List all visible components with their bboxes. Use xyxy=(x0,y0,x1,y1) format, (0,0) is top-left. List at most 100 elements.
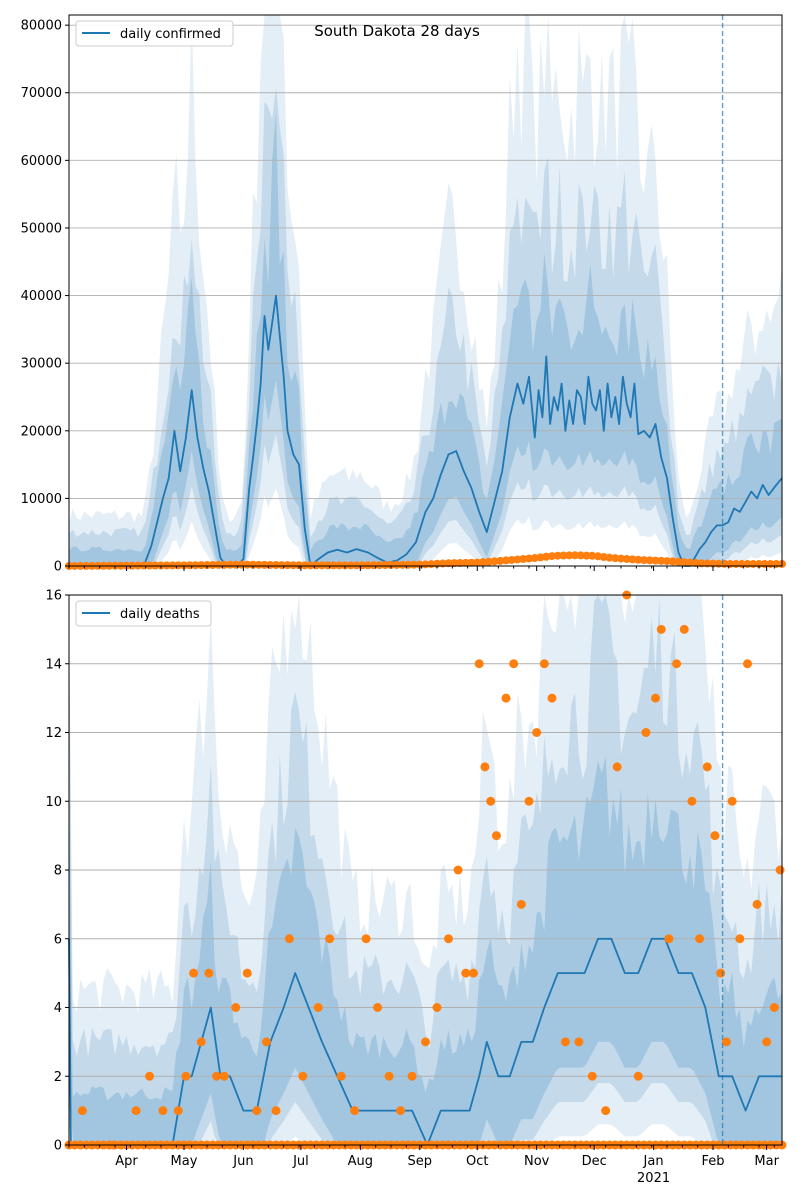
observed-point xyxy=(656,624,666,634)
observed-point xyxy=(664,934,674,944)
observed-point xyxy=(313,1003,323,1012)
main-series-line xyxy=(69,294,783,567)
observed-point xyxy=(438,559,447,568)
observed-point xyxy=(407,1071,417,1081)
observed-point xyxy=(341,561,349,570)
observed-point xyxy=(381,561,390,570)
observed-point xyxy=(769,1003,779,1012)
uncertainty-band xyxy=(69,756,782,1145)
x-tick-label: Nov xyxy=(524,1154,550,1169)
observed-point xyxy=(548,552,556,561)
observed-point xyxy=(634,555,643,564)
observed-point xyxy=(617,554,625,563)
observed-point xyxy=(680,558,689,567)
x-tick-label: Apr xyxy=(115,1154,138,1169)
observed-point xyxy=(350,1106,360,1116)
x-tick-label: Dec xyxy=(582,1154,607,1169)
observed-point xyxy=(622,554,631,563)
deaths-legend-label: daily deaths xyxy=(120,607,200,622)
observed-point xyxy=(486,796,496,806)
y-tick-label: 16 xyxy=(45,589,62,604)
confirmed-series xyxy=(65,294,786,570)
observed-point xyxy=(364,561,372,570)
observed-point xyxy=(474,659,484,669)
observed-point xyxy=(396,1106,406,1116)
observed-point xyxy=(168,561,177,570)
observed-point xyxy=(461,968,471,978)
uncertainty-band xyxy=(69,111,782,566)
x-tick-label: Mar xyxy=(754,1154,779,1169)
confirmed-gridlines xyxy=(69,24,782,499)
observed-point xyxy=(547,693,557,703)
observed-point xyxy=(743,659,752,669)
observed-point xyxy=(298,1071,308,1081)
observed-point xyxy=(532,728,542,737)
y-tick-label: 2 xyxy=(54,1070,62,1085)
y-tick-label: 20000 xyxy=(21,424,62,439)
observed-point xyxy=(565,551,574,560)
observed-point xyxy=(612,762,622,772)
observed-point xyxy=(716,968,726,978)
observed-point xyxy=(318,561,326,570)
observed-point xyxy=(491,831,501,841)
observed-point xyxy=(212,1071,222,1081)
observed-point xyxy=(611,554,620,563)
observed-point xyxy=(214,560,223,569)
observed-point xyxy=(151,561,160,570)
observed-point xyxy=(467,558,476,567)
observed-point xyxy=(539,659,549,669)
y-tick-label: 10 xyxy=(45,795,62,810)
observed-point xyxy=(576,551,585,560)
x-tick-label: Sep xyxy=(407,1154,432,1169)
observed-point xyxy=(254,560,263,569)
observed-point xyxy=(588,551,597,560)
confirmed-legend-box xyxy=(75,20,234,47)
observed-point xyxy=(490,557,499,566)
confirmed-axes-frame xyxy=(68,14,783,567)
observed-point xyxy=(398,560,407,569)
observed-point xyxy=(695,934,705,944)
observed-point xyxy=(384,1071,394,1081)
observed-point xyxy=(243,560,252,569)
observed-point xyxy=(335,561,344,570)
observed-point xyxy=(306,561,315,570)
observed-point xyxy=(392,560,401,569)
observed-point xyxy=(702,762,712,772)
deaths-legend-box xyxy=(75,600,212,627)
observed-point xyxy=(587,1071,597,1081)
observed-point xyxy=(444,559,453,568)
y-tick-label: 0 xyxy=(54,560,62,575)
observed-point xyxy=(686,558,694,567)
observed-point xyxy=(283,561,292,570)
confirmed-plot-area xyxy=(69,15,782,566)
y-tick-label: 30000 xyxy=(21,357,62,372)
observed-point xyxy=(484,557,493,566)
observed-point xyxy=(361,934,371,944)
observed-point xyxy=(473,558,482,567)
observed-point xyxy=(196,1037,206,1047)
observed-point xyxy=(375,561,384,570)
observed-point xyxy=(633,1071,643,1081)
observed-point xyxy=(645,556,654,565)
y-tick-label: 40000 xyxy=(21,289,62,304)
observed-point xyxy=(336,1071,346,1081)
confirmed-legend-label: daily confirmed xyxy=(120,27,221,42)
observed-point xyxy=(697,559,706,568)
observed-point xyxy=(456,558,464,567)
observed-point xyxy=(496,556,505,565)
observed-point xyxy=(679,624,689,634)
y-tick-label: 4 xyxy=(54,1001,62,1016)
chart-title: South Dakota 28 days xyxy=(314,22,480,40)
observed-point xyxy=(574,1037,584,1047)
y-tick-label: 6 xyxy=(54,932,62,947)
observed-point xyxy=(204,968,214,978)
y-tick-label: 50000 xyxy=(21,221,62,236)
observed-point xyxy=(502,556,510,565)
observed-point xyxy=(387,560,395,569)
observed-point xyxy=(77,1106,87,1116)
observed-point xyxy=(181,1071,191,1081)
observed-point xyxy=(721,1037,731,1047)
y-tick-label: 0 xyxy=(54,1139,62,1154)
y-tick-label: 60000 xyxy=(21,154,62,169)
